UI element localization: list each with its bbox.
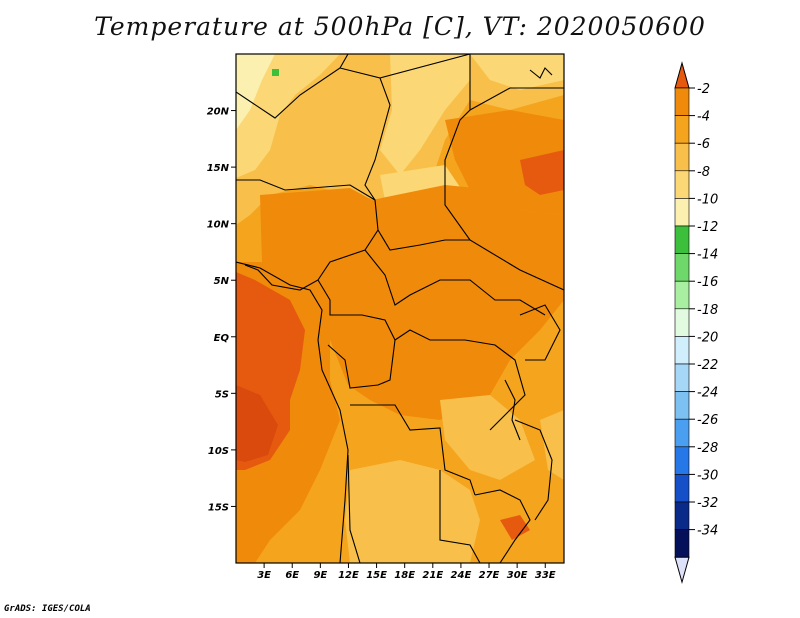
border-path <box>379 54 471 79</box>
border-path <box>350 404 476 496</box>
border-path <box>236 54 349 119</box>
y-tick-label: 10N <box>207 220 230 231</box>
colorbar-label: -24 <box>697 386 718 401</box>
colorbar-segment <box>674 363 690 392</box>
colorbar-top-arrow <box>674 61 690 89</box>
x-tick-label: 24E <box>451 570 472 581</box>
colorbar-label: -18 <box>697 303 718 318</box>
border-path <box>394 329 526 431</box>
colorbar-label: -32 <box>697 496 718 511</box>
colorbar-segment <box>674 418 690 448</box>
colorbar-label: -30 <box>697 468 718 483</box>
colorbar-segment <box>674 474 690 503</box>
border-path <box>339 67 391 201</box>
country-borders <box>236 54 564 563</box>
colorbar-segment <box>674 308 690 337</box>
y-axis: 20N 15N 10N 5N EQ 5S 10S 15S <box>207 107 236 513</box>
field-zone-8-south <box>345 460 480 563</box>
colorbar-segment <box>674 446 690 475</box>
border-path <box>347 454 361 563</box>
lake-path <box>504 379 521 441</box>
field-zone-8-east <box>540 410 564 480</box>
credit-text: GrADS: IGES/COLA <box>4 604 91 614</box>
x-tick-label: 3E <box>257 570 271 581</box>
border-path <box>519 304 561 361</box>
x-tick-label: 30E <box>507 570 528 581</box>
field-zone-2-northeast <box>520 150 564 195</box>
x-tick-label: 21E <box>422 570 443 581</box>
colorbar-segment <box>674 501 690 530</box>
colorbar-label: -20 <box>697 330 718 345</box>
temperature-field <box>236 54 564 563</box>
border-path <box>439 470 481 563</box>
colorbar-segment <box>674 529 690 558</box>
colorbar-label: -10 <box>697 192 718 207</box>
x-tick-label: 18E <box>394 570 415 581</box>
y-tick-label: 10S <box>208 446 229 457</box>
border-path <box>364 249 546 316</box>
colorbar-label: -22 <box>697 358 718 373</box>
y-tick-label: 5S <box>215 389 229 400</box>
field-zone-8-southeast <box>440 395 535 480</box>
coastline-path <box>236 261 349 563</box>
field-zone-2-atlantic-core <box>236 385 278 462</box>
colorbar-label: -28 <box>697 441 718 456</box>
field-zone-10-northwest <box>236 54 340 178</box>
colorbar-label: -26 <box>697 413 718 428</box>
colorbar-label: -16 <box>697 275 718 290</box>
colorbar-label: -14 <box>697 248 718 263</box>
colorbar-label: -2 <box>697 82 710 97</box>
field-zone-4-central <box>260 185 564 420</box>
colorbar-segment <box>674 336 690 365</box>
border-path <box>377 229 470 251</box>
colorbar-label: -34 <box>697 524 718 539</box>
colorbar-segment <box>674 115 690 144</box>
field-zone-10-northeast <box>470 54 564 90</box>
colorbar-segment <box>674 225 690 254</box>
y-tick-label: 15N <box>207 163 230 174</box>
colorbar-label: -6 <box>697 137 710 152</box>
colorbar-label: -12 <box>697 220 718 235</box>
y-tick-label: 15S <box>208 502 229 513</box>
border-path <box>474 489 531 563</box>
border-path <box>444 54 564 291</box>
x-tick-label: 33E <box>535 570 556 581</box>
x-tick-label: 9E <box>313 570 327 581</box>
colorbar-segment <box>674 170 690 199</box>
colorbar-segment <box>674 391 690 420</box>
x-tick-label: 12E <box>338 570 359 581</box>
map-title: Temperature at 500hPa [C], VT: 202005060… <box>94 12 706 41</box>
field-zone-10-north <box>380 54 470 175</box>
colorbar-label: -8 <box>697 165 710 180</box>
y-tick-label: 20N <box>207 107 230 118</box>
colorbar-segment <box>674 198 690 227</box>
x-tick-label: 6E <box>285 570 299 581</box>
border-path <box>514 419 553 521</box>
field-zone-2-southeast-spot <box>500 515 530 540</box>
border-path <box>469 87 564 111</box>
colorbar-segment <box>674 280 690 310</box>
field-zone-12-spot <box>272 69 279 76</box>
colorbar: -2 -4 -6 -8 -10 -12 -14 -16 -18 -20 -22 -24 -26 -28 -3… <box>674 61 718 585</box>
x-tick-label: 15E <box>366 570 387 581</box>
coastline-path <box>529 67 553 79</box>
x-tick-label: 27E <box>479 570 500 581</box>
colorbar-bottom-arrow <box>674 556 690 585</box>
colorbar-segment <box>674 142 690 172</box>
y-tick-label: EQ <box>214 333 230 344</box>
y-tick-label: 5N <box>214 276 230 287</box>
map-frame <box>235 53 565 564</box>
x-axis: 3E 6E 9E 12E 15E 18E 21E 24E 27E 30E 33E <box>257 563 556 581</box>
colorbar-label: -4 <box>697 110 710 125</box>
field-zone-12-northwest <box>236 54 275 130</box>
colorbar-segment <box>674 87 690 116</box>
colorbar-segment <box>674 253 690 282</box>
